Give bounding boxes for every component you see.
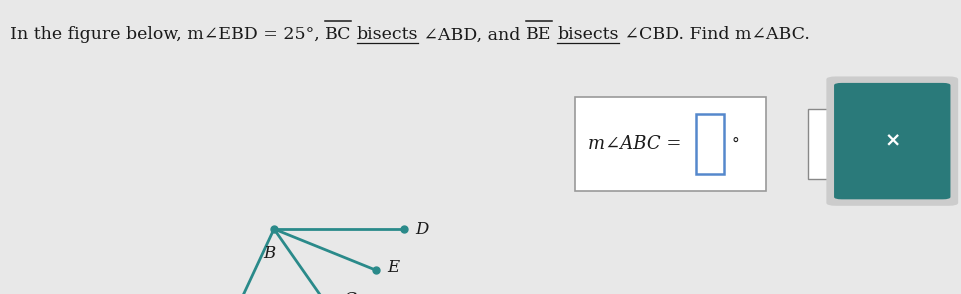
Text: ∠ABD, and: ∠ABD, and — [418, 26, 526, 44]
FancyBboxPatch shape — [807, 109, 828, 179]
Text: In the figure below, m∠EBD = 25°,: In the figure below, m∠EBD = 25°, — [10, 26, 325, 44]
Text: bisects: bisects — [556, 26, 618, 44]
Text: C: C — [342, 291, 356, 294]
Text: m∠ABC =: m∠ABC = — [587, 135, 686, 153]
Text: bisects: bisects — [357, 26, 418, 44]
Text: E: E — [387, 259, 399, 276]
FancyBboxPatch shape — [575, 97, 765, 191]
FancyBboxPatch shape — [695, 114, 724, 174]
Text: D: D — [415, 220, 429, 238]
Text: °: ° — [730, 136, 738, 152]
Text: B: B — [262, 245, 275, 262]
Text: ×: × — [883, 132, 899, 151]
Text: ∠CBD. Find m∠ABC.: ∠CBD. Find m∠ABC. — [618, 26, 809, 44]
FancyBboxPatch shape — [833, 83, 949, 199]
Text: BC: BC — [325, 26, 351, 44]
Text: BE: BE — [526, 26, 552, 44]
FancyBboxPatch shape — [825, 76, 957, 206]
